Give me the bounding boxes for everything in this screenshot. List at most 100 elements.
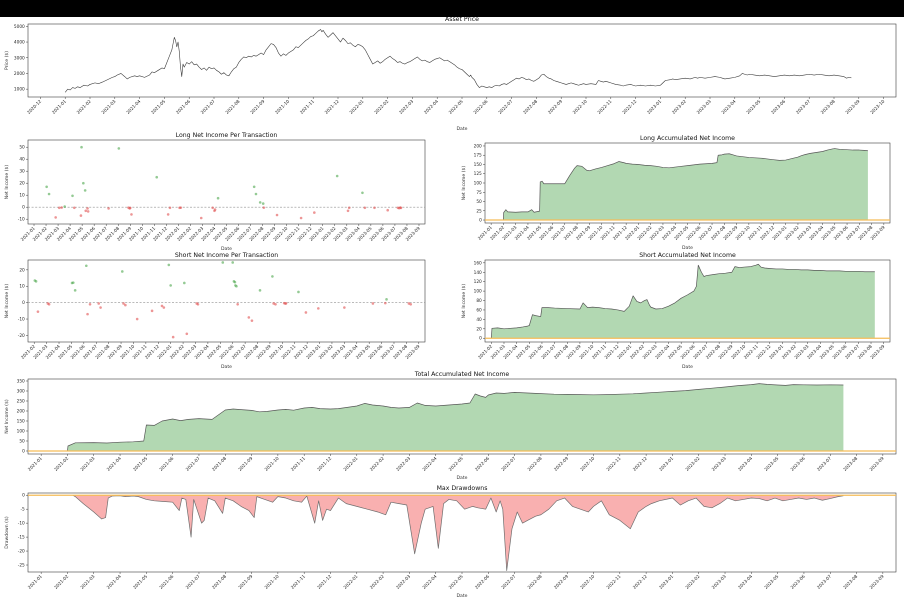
- x-tick-label: 2021-08: [211, 455, 228, 472]
- x-tick-label: 2022-11: [596, 98, 613, 115]
- scatter-point-losses: [284, 301, 288, 305]
- y-tick-label: 140: [474, 270, 482, 276]
- scatter-point-losses: [343, 306, 346, 309]
- scatter-point-losses: [60, 206, 63, 209]
- x-tick-label: 2021-09: [237, 573, 254, 590]
- scatter-point-gains: [34, 280, 38, 283]
- chart-short-accumulated: 0204060801001201401602021-022021-032021-…: [461, 252, 891, 370]
- x-tick-label: 2023-09: [844, 98, 861, 115]
- x-tick-label: 2022-02: [369, 573, 386, 590]
- scatter-point-losses: [409, 302, 413, 306]
- x-tick-label: 2022-03: [398, 98, 415, 115]
- scatter-point-losses: [73, 206, 76, 210]
- scatter-point-losses: [299, 216, 303, 220]
- scatter-point-gains: [120, 270, 124, 273]
- scatter-point-gains: [271, 275, 274, 278]
- scatter-point-gains: [385, 298, 388, 301]
- x-tick-label: 2022-08: [522, 98, 539, 115]
- scatter-point-losses: [79, 214, 83, 217]
- x-tick-label: 2023-02: [684, 573, 701, 590]
- x-tick-label: 2023-09: [869, 573, 886, 590]
- y-tick-label: 100: [17, 429, 25, 435]
- x-axis-label: Date: [457, 126, 468, 132]
- x-tick-label: 2022-03: [395, 573, 412, 590]
- x-tick-label: 2021-03: [79, 573, 96, 590]
- scatter-point-losses: [196, 302, 200, 306]
- scatter-point-gains: [155, 175, 159, 179]
- y-tick-label: 150: [474, 162, 482, 168]
- scatter-point-gains: [258, 201, 262, 204]
- x-tick-label: 2021-11: [290, 455, 307, 472]
- x-tick-label: 2023-09: [869, 343, 886, 360]
- y-axis-label: Price ($): [4, 51, 10, 70]
- scatter-point-losses: [179, 206, 183, 209]
- y-axis-label: Net Income ($): [4, 165, 10, 200]
- scatter-point-losses: [275, 213, 279, 217]
- scatter-point-losses: [86, 207, 89, 210]
- chart-long-net-income: -10010203040502021-012021-022021-032021-…: [4, 132, 426, 252]
- y-axis-label: Net Income ($): [461, 166, 467, 201]
- x-tick-label: 2022-12: [632, 455, 649, 472]
- scatter-point-losses: [88, 302, 92, 306]
- scatter-point-losses: [86, 312, 89, 316]
- scatter-point-gains: [233, 280, 237, 284]
- x-tick-label: 2023-06: [770, 98, 787, 115]
- y-tick-label: 175: [474, 153, 482, 159]
- scatter-point-losses: [171, 335, 175, 339]
- x-tick-label: 2021-08: [224, 98, 241, 115]
- x-tick-label: 2022-04: [423, 98, 440, 115]
- x-tick-label: 2022-01: [342, 455, 359, 472]
- scatter-point-gains: [82, 181, 85, 185]
- y-tick-label: 20: [19, 181, 25, 187]
- y-tick-label: 100: [474, 181, 482, 187]
- y-tick-label: 1000: [14, 87, 25, 93]
- x-tick-label: 2021-12: [316, 455, 333, 472]
- top-bar: [0, 0, 904, 17]
- x-tick-label: 2022-01: [348, 98, 365, 115]
- y-tick-label: 250: [17, 399, 25, 405]
- x-tick-label: 2023-07: [816, 455, 833, 472]
- y-tick-label: 300: [17, 389, 25, 395]
- scatter-point-gains: [167, 263, 171, 267]
- scatter-point-gains: [235, 284, 238, 288]
- y-tick-label: 80: [476, 298, 482, 304]
- area-edge-line: [490, 263, 875, 339]
- scatter-point-gains: [85, 264, 88, 268]
- x-tick-label: 2023-08: [820, 98, 837, 115]
- chart-asset-price: 1000 2000 3000 4000 5000 2020-12 2021-01 2021-0…: [4, 16, 897, 132]
- scatter-point-gains: [80, 145, 83, 149]
- x-tick-label: 2023-10: [869, 98, 886, 115]
- x-tick-label: 2022-10: [579, 573, 596, 590]
- scatter-point-losses: [97, 302, 101, 305]
- x-axis-label: Date: [221, 364, 232, 370]
- y-tick-label: 200: [17, 409, 25, 415]
- scatter-point-losses: [168, 206, 172, 210]
- x-tick-label: 2022-05: [448, 455, 465, 472]
- y-tick-label: 50: [19, 145, 25, 151]
- scatter-point-gains: [297, 290, 300, 294]
- y-tick-label: 5000: [14, 24, 25, 30]
- y-tick-label: 30: [19, 169, 25, 175]
- x-tick-label: 2023-01: [646, 98, 663, 115]
- y-tick-label: 125: [474, 171, 482, 177]
- y-tick-label: 0: [22, 205, 25, 211]
- x-tick-label: 2021-03: [79, 455, 96, 472]
- x-tick-label: 2023-04: [720, 98, 737, 115]
- chart-title: Max Drawdowns: [437, 485, 488, 492]
- scatter-point-losses: [57, 206, 61, 210]
- x-axis-label: Date: [221, 246, 232, 252]
- x-tick-label: 2021-02: [53, 573, 70, 590]
- scatter-point-losses: [160, 304, 164, 308]
- scatter-point-losses: [36, 310, 40, 313]
- x-tick-label: 2021-04: [106, 573, 123, 590]
- x-tick-label: 2023-03: [711, 573, 728, 590]
- x-tick-label: 2022-10: [579, 455, 596, 472]
- scatter-point-losses: [84, 209, 88, 213]
- x-tick-label: 2022-05: [448, 98, 465, 115]
- y-tick-label: 25: [476, 208, 482, 214]
- x-tick-label: 2021-10: [264, 455, 281, 472]
- plot-area: [27, 23, 897, 98]
- y-tick-label: -10: [18, 317, 25, 323]
- y-tick-label: 2000: [14, 71, 25, 77]
